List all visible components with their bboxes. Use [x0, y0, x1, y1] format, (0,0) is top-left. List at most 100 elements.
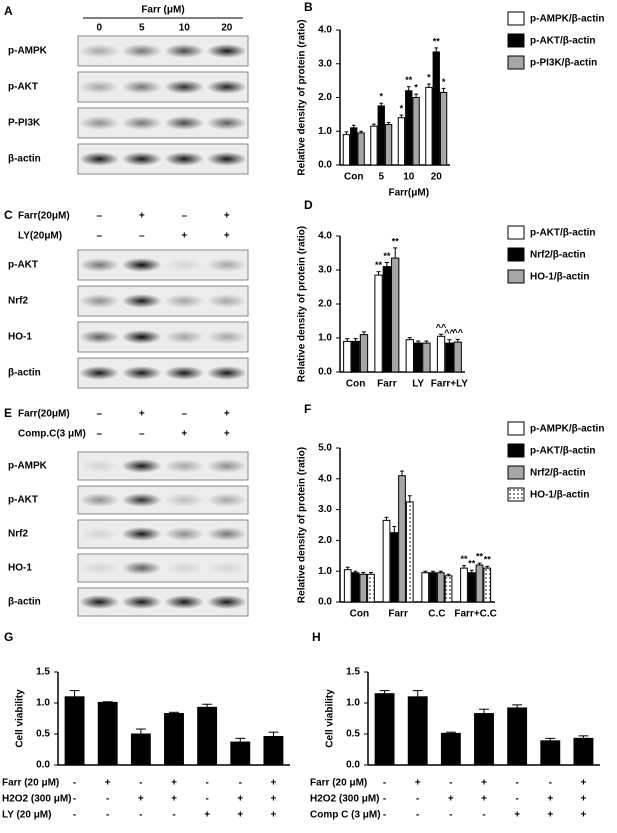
blot-band	[206, 294, 247, 308]
blot-band	[121, 527, 162, 541]
condition-sign: –	[96, 409, 102, 420]
y-tick-label: 5.0	[318, 443, 332, 454]
condition-sign: +	[181, 231, 187, 242]
bar	[444, 575, 453, 603]
condition-sign: +	[105, 778, 111, 789]
bar	[475, 564, 484, 603]
blot-row-label: p-AMPK	[8, 46, 48, 57]
y-axis-label: Cell viability	[325, 689, 336, 748]
bar	[398, 475, 406, 603]
blot-row-label: HO-1	[8, 332, 32, 343]
blot-band	[206, 527, 247, 541]
panel-label: A	[4, 4, 13, 18]
bar	[130, 733, 151, 766]
y-tick-label: 3.0	[318, 504, 332, 515]
bar	[97, 701, 118, 766]
panel-label: C	[4, 208, 13, 222]
bar	[384, 124, 393, 166]
condition-label: Comp.C(3 μM)	[18, 429, 86, 440]
bar	[432, 51, 440, 166]
blot-row-label: β-actin	[8, 597, 41, 608]
blot-row-label: β-actin	[8, 368, 41, 379]
lane-label: 5	[139, 23, 145, 34]
y-tick-label: 0.5	[346, 729, 360, 740]
blot-band	[79, 330, 120, 344]
bar	[429, 572, 437, 603]
blot-band	[79, 561, 120, 575]
bar	[445, 342, 454, 373]
y-tick-label: 3.0	[318, 265, 332, 276]
y-tick-label: 0.0	[346, 760, 360, 771]
bar	[359, 573, 368, 603]
x-tick-label: Farr	[388, 609, 408, 620]
blot-band	[121, 152, 162, 166]
blot-band	[164, 561, 205, 575]
blot-band	[206, 366, 247, 380]
bar	[351, 572, 360, 603]
condition-sign: –	[139, 429, 145, 440]
condition-sign: -	[549, 778, 552, 789]
legend-label: HO-1/β-actin	[530, 490, 589, 501]
condition-sign: +	[139, 211, 145, 222]
significance-marker: **	[476, 552, 484, 562]
y-axis-label: Cell viability	[15, 689, 26, 748]
y-axis-label: Relative density of protein (ratio)	[297, 447, 308, 603]
bar	[413, 342, 423, 373]
condition-sign: +	[224, 231, 230, 242]
bar	[377, 105, 385, 166]
blot-band	[79, 80, 120, 94]
bar	[573, 737, 594, 766]
blot-band	[206, 116, 247, 130]
x-tick-label: 20	[431, 172, 443, 183]
condition-sign: +	[171, 794, 177, 805]
condition-sign: -	[73, 794, 76, 805]
bar	[440, 732, 461, 766]
condition-label: Farr(20μM)	[18, 409, 70, 420]
y-tick-label: 1.5	[36, 667, 50, 678]
bar	[421, 572, 430, 603]
blot-row-label: p-AKT	[8, 260, 38, 271]
significance-marker: *	[414, 83, 418, 93]
legend-swatch	[507, 269, 525, 284]
legend-label: p-AKT/β-actin	[530, 228, 596, 239]
bar	[230, 741, 251, 766]
condition-sign: +	[581, 794, 587, 805]
x-tick-label: LY	[412, 379, 424, 390]
blot-row-label: P-PI3K	[8, 118, 41, 129]
condition-label: Farr (20 μM)	[2, 778, 59, 789]
condition-sign: –	[96, 231, 102, 242]
bar	[64, 696, 85, 766]
significance-marker: ^^	[444, 328, 455, 338]
condition-sign: -	[106, 794, 109, 805]
blot-band	[79, 366, 120, 380]
panel-label: F	[304, 402, 311, 416]
condition-label: H2O2 (300 μM)	[2, 794, 71, 805]
y-tick-label: 2.0	[318, 535, 332, 546]
legend-label: Nrf2/β-actin	[530, 250, 586, 261]
x-tick-label: 10	[403, 172, 415, 183]
bar	[343, 569, 352, 603]
condition-sign: +	[224, 211, 230, 222]
y-tick-label: 1.0	[318, 126, 332, 137]
blot-band	[164, 459, 205, 473]
condition-sign: +	[448, 794, 454, 805]
bar	[422, 342, 431, 373]
legend-label: p-AKT/β-actin	[530, 36, 596, 47]
x-tick-label: Con	[344, 172, 363, 183]
blot-band	[79, 152, 120, 166]
condition-sign: +	[224, 409, 230, 420]
bar	[382, 266, 392, 373]
blot-band	[206, 258, 247, 272]
blot-band	[121, 459, 162, 473]
bar	[540, 740, 561, 766]
condition-sign: +	[481, 778, 487, 789]
blot-band	[79, 459, 120, 473]
blot-band	[121, 294, 162, 308]
condition-sign: +	[415, 778, 421, 789]
bar	[425, 86, 433, 166]
panel-label: G	[4, 630, 13, 644]
bar	[382, 519, 391, 603]
legend-label: p-AMPK/β-actin	[530, 14, 604, 25]
significance-marker: *	[379, 92, 383, 102]
bar	[164, 713, 184, 766]
